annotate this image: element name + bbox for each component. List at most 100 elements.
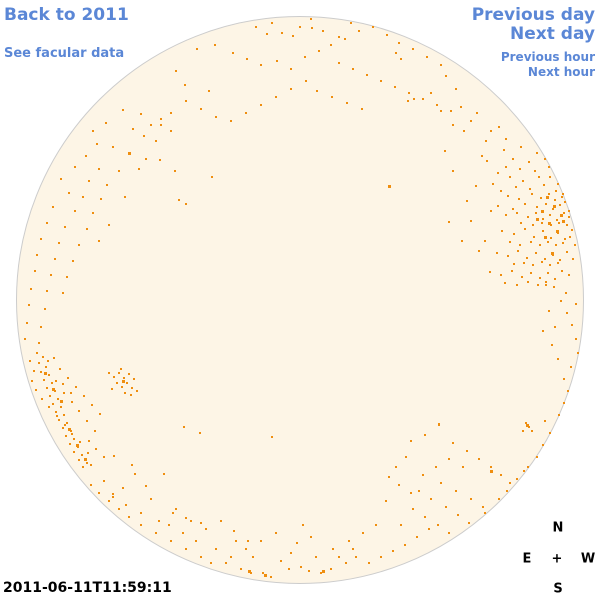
facular-point (57, 398, 59, 400)
facular-point (90, 464, 92, 466)
facular-point (392, 550, 394, 552)
facular-point (542, 444, 544, 446)
facular-point (405, 456, 407, 458)
facular-point (410, 440, 412, 442)
facular-point (143, 135, 145, 137)
facular-point (532, 224, 534, 226)
facular-point (526, 424, 529, 427)
facular-point (260, 104, 262, 106)
facular-point (452, 124, 454, 126)
facular-point (52, 206, 54, 208)
facular-point (440, 64, 442, 66)
facular-point (59, 368, 61, 370)
facular-point (250, 572, 252, 574)
facular-point (99, 413, 101, 415)
facular-point (130, 394, 132, 396)
facular-point (534, 170, 536, 172)
previous-day-link[interactable]: Previous day (471, 5, 595, 25)
facular-point (385, 500, 387, 502)
facular-point (98, 492, 100, 494)
facular-point (509, 482, 511, 484)
previous-hour-link[interactable]: Previous hour (500, 50, 595, 64)
facular-point (539, 277, 541, 279)
facular-point (170, 130, 172, 132)
facular-point (88, 180, 90, 182)
next-day-link[interactable]: Next day (510, 24, 595, 44)
facular-point (549, 176, 551, 178)
facular-point (131, 464, 133, 466)
facular-point (92, 212, 94, 214)
facular-point (553, 286, 555, 288)
facular-point (232, 52, 234, 54)
facular-point (355, 556, 357, 558)
facular-point (557, 262, 559, 264)
facular-point (542, 230, 544, 232)
facular-point (536, 218, 539, 221)
facular-point (547, 241, 549, 243)
facular-point (348, 540, 350, 542)
facular-point (47, 360, 49, 362)
facular-point (81, 454, 83, 456)
facular-point (445, 75, 447, 77)
facular-point (448, 532, 450, 534)
facular-point (255, 26, 257, 28)
facular-point (74, 210, 76, 212)
facular-point (245, 112, 247, 114)
facular-point (574, 244, 576, 246)
facular-point (408, 92, 410, 94)
facular-point (44, 308, 46, 310)
facular-point (112, 146, 114, 148)
facular-point (150, 124, 152, 126)
facular-point (545, 284, 547, 286)
facular-point (428, 528, 430, 530)
facular-point (30, 288, 32, 290)
facular-point (214, 44, 216, 46)
back-to-year-link[interactable]: Back to 2011 (4, 5, 129, 25)
facular-point (560, 214, 563, 217)
facular-point (368, 562, 370, 564)
facular-point (407, 100, 409, 102)
facular-point (507, 195, 509, 197)
facular-point (484, 512, 486, 514)
facular-point (87, 452, 89, 454)
facular-point (62, 292, 64, 294)
facular-point (460, 106, 462, 108)
facular-point (113, 376, 115, 378)
facular-point (120, 368, 122, 370)
facular-point (155, 140, 157, 142)
facular-point (568, 210, 570, 212)
facular-point (547, 272, 549, 274)
facular-point (63, 392, 65, 394)
facular-point (548, 166, 550, 168)
facular-point (532, 264, 534, 266)
facular-point (94, 430, 96, 432)
facular-point (561, 270, 563, 272)
facular-point (498, 126, 500, 128)
facular-point (338, 62, 340, 64)
facular-point (100, 198, 102, 200)
facular-point (410, 492, 412, 494)
facular-point (95, 448, 97, 450)
facular-point (133, 378, 135, 380)
facular-point (122, 487, 124, 489)
facular-point (113, 455, 115, 457)
facular-point (563, 212, 565, 214)
facular-point (185, 100, 187, 102)
facular-point (541, 210, 544, 213)
facular-point (58, 419, 60, 421)
facular-point (106, 184, 108, 186)
see-facular-data-link[interactable]: See facular data (4, 46, 125, 61)
compass-south-label: S (553, 581, 563, 597)
facular-point (170, 112, 172, 114)
facular-point (545, 203, 547, 205)
facular-point (48, 374, 50, 376)
next-hour-link[interactable]: Next hour (527, 65, 595, 79)
facular-point (123, 377, 125, 379)
facular-point (504, 282, 506, 284)
facular-point (470, 220, 472, 222)
facular-point (65, 435, 67, 437)
facular-point (531, 430, 533, 432)
facular-point (230, 556, 232, 558)
facular-point (523, 470, 525, 472)
facular-point (564, 238, 566, 240)
